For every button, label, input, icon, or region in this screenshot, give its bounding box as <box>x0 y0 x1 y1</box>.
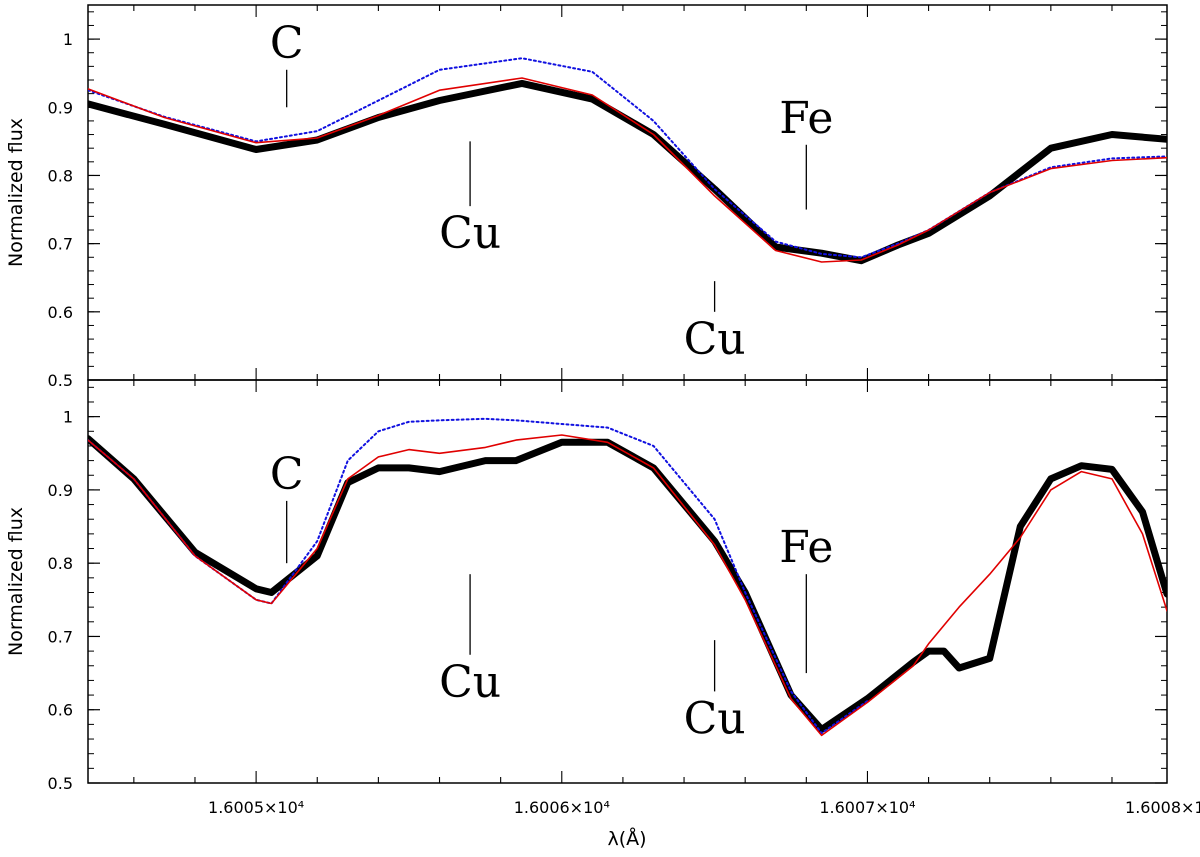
x-tick-label: 1.6006×10⁴ <box>514 798 610 817</box>
y-tick-label: 0.7 <box>48 627 73 646</box>
x-tick-label: 1.6008×10⁴ <box>1125 798 1200 817</box>
y-tick-label: 0.8 <box>48 554 73 573</box>
y-tick-label: 0.8 <box>48 166 73 185</box>
plot-frame <box>87 379 1168 784</box>
y-tick-label: 1 <box>63 408 73 427</box>
x-axis-title: λ(Å) <box>607 827 646 850</box>
y-tick-label: 0.5 <box>48 371 73 390</box>
series-line-model-with-Cu <box>88 434 1167 737</box>
annotation-label: Cu <box>684 693 746 744</box>
annotation-label: C <box>270 449 304 500</box>
series-line-observed <box>88 435 1167 733</box>
annotation-label: Fe <box>779 93 833 144</box>
annotation-label: Cu <box>684 314 746 365</box>
y-tick-label: 0.7 <box>48 235 73 254</box>
y-tick-label: 0.6 <box>48 701 73 720</box>
annotation-label: Cu <box>439 208 501 259</box>
y-tick-label: 0.6 <box>48 303 73 322</box>
y-tick-label: 0.9 <box>48 98 73 117</box>
series-line-model-with-Cu <box>88 77 1167 263</box>
x-tick-label: 1.6005×10⁴ <box>208 798 304 817</box>
x-tick-label: 1.6007×10⁴ <box>819 798 915 817</box>
y-tick-label: 0.5 <box>48 774 73 793</box>
series-line-observed <box>88 79 1167 265</box>
top-panel: 0.5 0.6 0.7 0.8 0.9 1 Normalized flux C Cu Cu Fe <box>5 4 1168 390</box>
annotation-label: Fe <box>779 522 833 573</box>
y-axis-title: Normalized flux <box>5 118 27 267</box>
plot-frame <box>87 4 1168 381</box>
series-line-model-without-Cu <box>88 57 1167 259</box>
y-tick-label: 0.9 <box>48 481 73 500</box>
y-axis-title: Normalized flux <box>5 507 27 656</box>
y-tick-label: 1 <box>63 30 73 49</box>
annotation-label: Cu <box>439 657 501 708</box>
bottom-panel: 0.5 0.6 0.7 0.8 0.9 1 1.6005×10⁴ 1.6006×10⁴ 1.60… <box>5 379 1200 817</box>
annotation-label: C <box>270 18 304 69</box>
